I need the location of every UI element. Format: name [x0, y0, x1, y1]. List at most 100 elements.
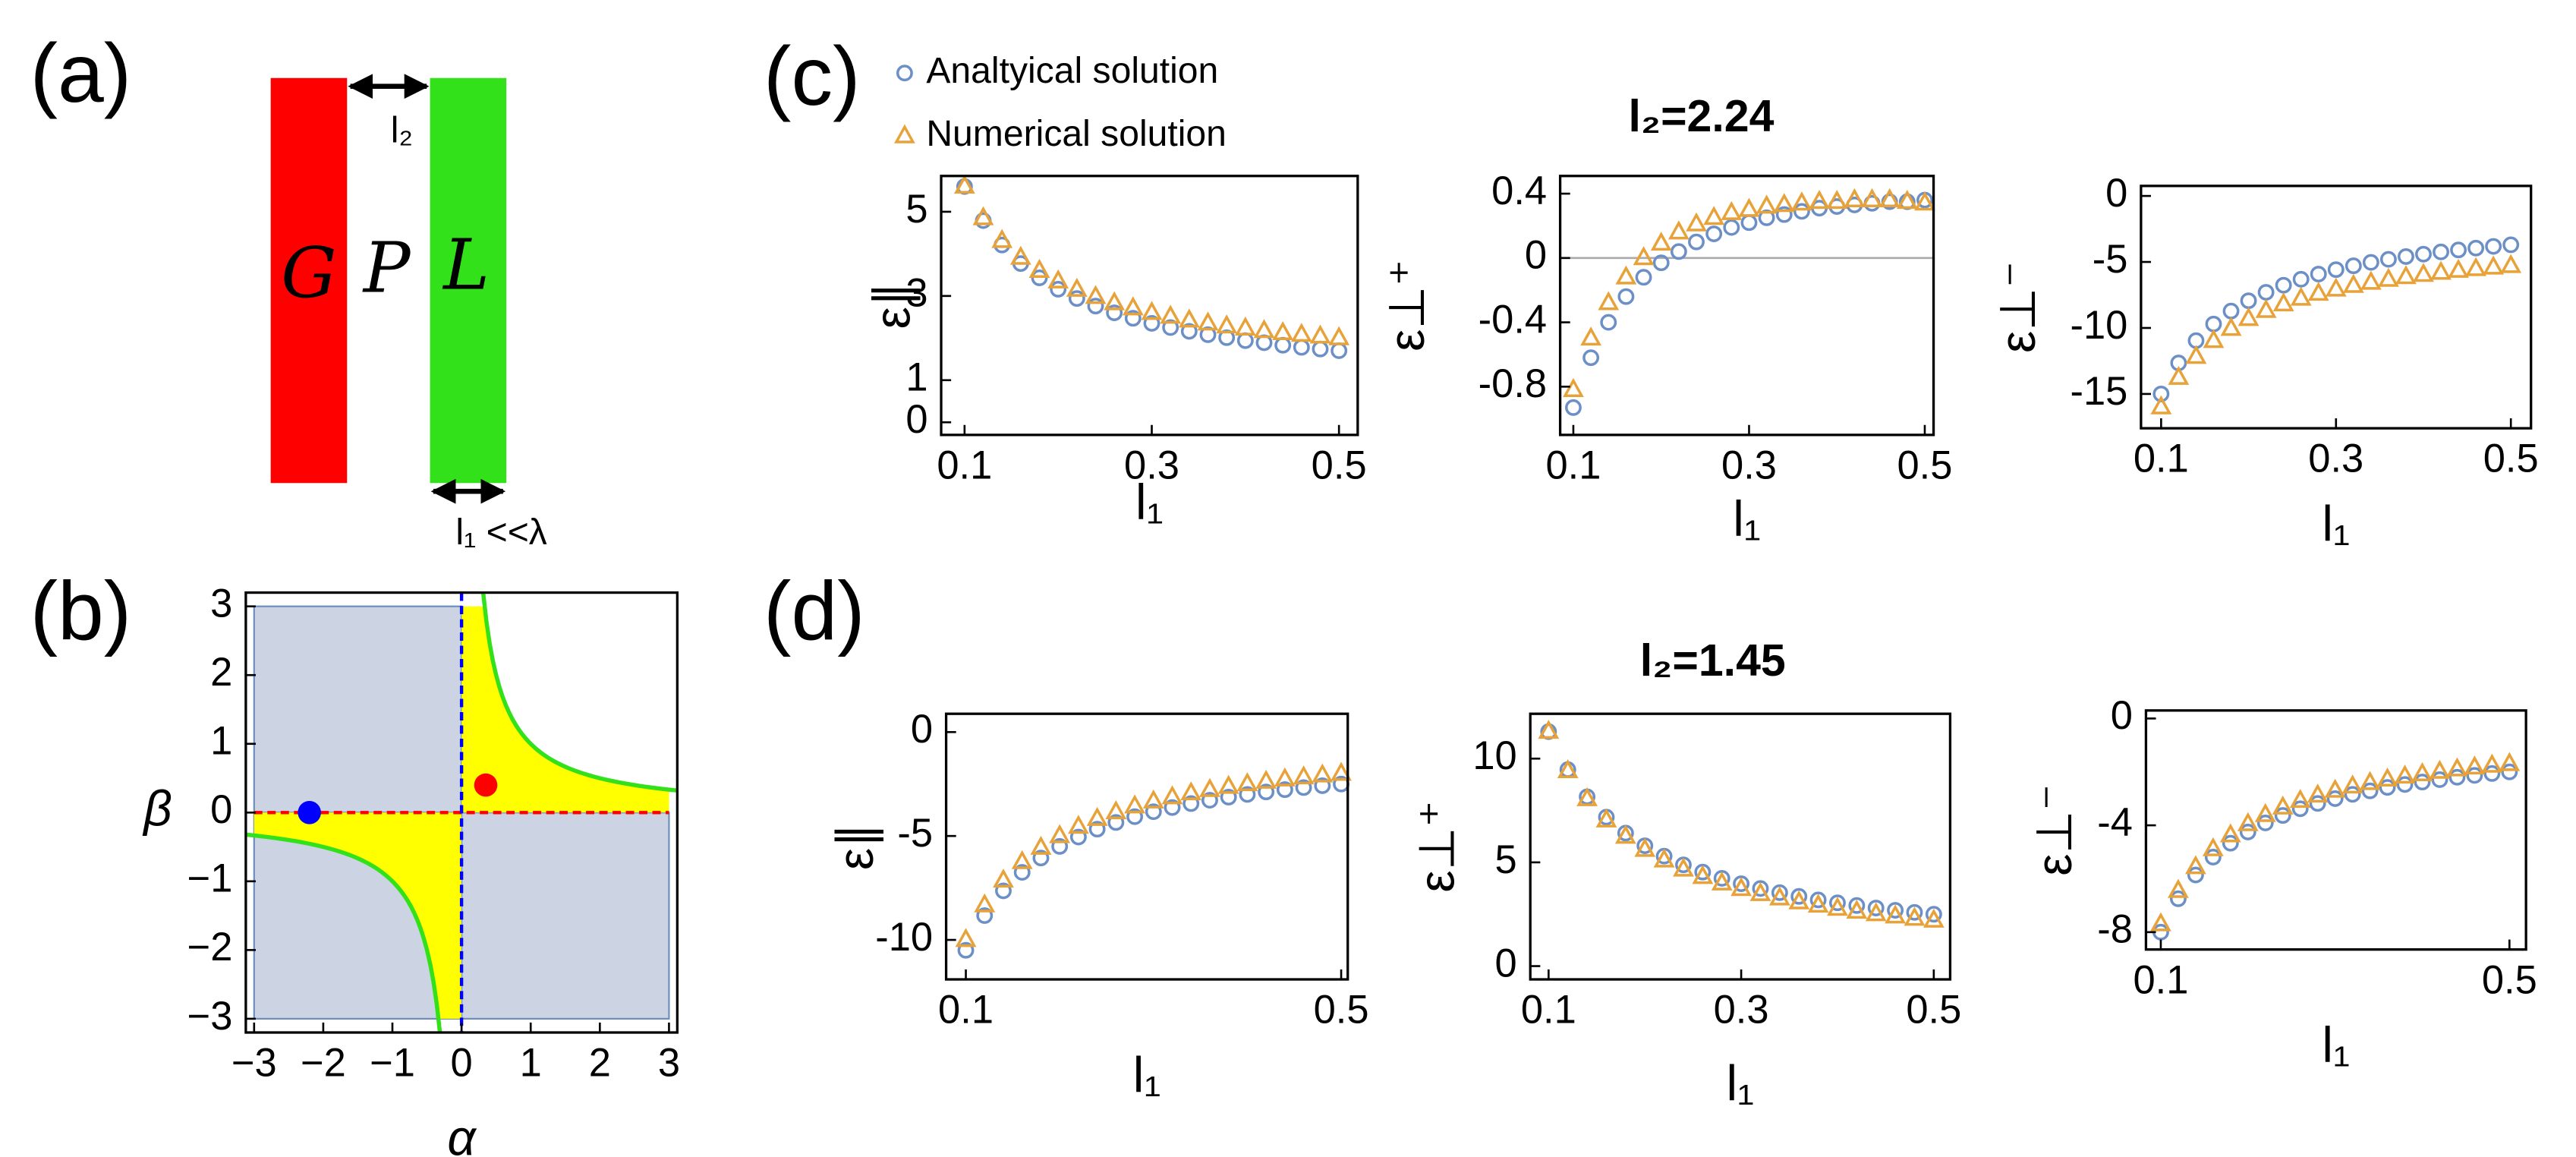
- circle-point: [1790, 887, 1808, 905]
- circle-point: [1069, 828, 1087, 846]
- circle-point: [1670, 243, 1687, 260]
- triangle-point: [2359, 771, 2381, 790]
- triangle-point: [2168, 878, 2189, 898]
- y-axis-label: ε⊥⁻: [2026, 784, 2082, 876]
- boundary-curve: [245, 832, 442, 1033]
- plot-frame: [940, 175, 1359, 437]
- circle-point: [2309, 795, 2326, 812]
- circle-point: [2433, 243, 2449, 260]
- circle-point: [1829, 894, 1846, 912]
- triangle-point: [1085, 285, 1107, 304]
- circle-point: [2502, 236, 2520, 254]
- region-yellow: [461, 606, 669, 813]
- triangle-point: [1827, 897, 1848, 916]
- triangle-point: [2481, 753, 2503, 773]
- right-slab: [430, 77, 507, 484]
- triangle-point: [1768, 886, 1790, 906]
- circle-point: [2274, 807, 2291, 824]
- circle-point: [2467, 239, 2485, 257]
- circle-point: [2240, 292, 2257, 310]
- circle-point: [1925, 906, 1942, 923]
- triangle-point: [2448, 258, 2469, 278]
- x-tick-label: 1: [520, 1042, 542, 1086]
- triangle-point: [1673, 857, 1694, 877]
- triangle-point: [1692, 865, 1714, 884]
- triangle-point: [1773, 193, 1795, 213]
- circle-point: [2362, 254, 2379, 271]
- triangle-point: [1199, 777, 1220, 797]
- triangle-point: [1580, 326, 1602, 346]
- circle-point: [1199, 326, 1217, 343]
- circle-point: [2169, 890, 2187, 907]
- circle-point: [1050, 281, 1067, 298]
- legend-label: Analtyical solution: [926, 50, 1218, 91]
- triangle-point: [2202, 837, 2224, 856]
- circle-point: [2327, 261, 2345, 279]
- triangle-point: [2203, 329, 2225, 348]
- y-tick-label: −1: [187, 857, 233, 901]
- triangle-point: [1253, 319, 1275, 339]
- triangle-point: [1885, 904, 1906, 924]
- y-axis-label: ε∥: [864, 282, 921, 329]
- circle-point: [1331, 342, 1348, 359]
- circle-point: [2310, 266, 2327, 282]
- x-axis-label: l₁: [1733, 491, 1761, 547]
- triangle-point: [1756, 194, 1778, 214]
- circle-point: [1106, 304, 1123, 321]
- triangle-point: [2220, 317, 2242, 336]
- triangle-point: [1667, 220, 1690, 240]
- point: [474, 773, 498, 797]
- circle-point: [1293, 339, 1310, 356]
- y-tick-label: 5: [905, 188, 927, 232]
- plot-frame: [2140, 184, 2533, 430]
- triangle-point: [2413, 263, 2434, 282]
- circle-point: [1143, 314, 1160, 332]
- triangle-point: [2185, 345, 2207, 364]
- triangle-point: [1686, 212, 1707, 232]
- triangle-point: [1576, 787, 1598, 806]
- y-axis-label: β: [142, 781, 172, 837]
- triangle-point: [1807, 894, 1829, 913]
- x-axis-label: l₁: [1135, 474, 1164, 530]
- triangle-point: [1309, 324, 1331, 344]
- triangle-point: [1865, 902, 1887, 922]
- triangle-point: [955, 928, 977, 947]
- y-tick-label: -15: [2071, 370, 2128, 414]
- circle-point: [1145, 803, 1162, 821]
- triangle-point: [1124, 794, 1145, 814]
- y-tick-label: 10: [1472, 734, 1516, 778]
- circle-point: [1887, 902, 1904, 919]
- circle-point: [2398, 247, 2414, 265]
- circle-point: [1906, 903, 1923, 921]
- triangle-point: [1122, 296, 1144, 316]
- circle-point: [1635, 269, 1652, 286]
- circle-point: [995, 882, 1012, 900]
- triangle-point: [1047, 269, 1069, 288]
- triangle-point: [2360, 270, 2382, 290]
- circle-point: [2414, 774, 2431, 791]
- circle-point: [1068, 290, 1085, 307]
- plot-frame: [944, 712, 1349, 981]
- circle-point: [2450, 241, 2467, 259]
- circle-point: [1314, 777, 1331, 794]
- y-tick-label: 3: [210, 582, 232, 626]
- circle-point: [1032, 850, 1050, 867]
- triangle-point: [1615, 265, 1637, 285]
- circle-point: [1013, 864, 1031, 881]
- circle-point: [1705, 225, 1723, 242]
- triangle-point: [1538, 720, 1560, 739]
- circle-point: [2222, 834, 2239, 852]
- legend-swatch: [894, 124, 915, 143]
- triangle-point: [1563, 377, 1584, 397]
- circle-point: [1848, 897, 1866, 914]
- circle-point: [1239, 786, 1256, 803]
- circle-point: [2152, 385, 2170, 402]
- panel-label: (c): [764, 30, 860, 123]
- panel-label: (a): [30, 27, 132, 120]
- triangle-point: [2465, 257, 2487, 276]
- triangle-point: [1896, 190, 1918, 210]
- triangle-point: [2150, 912, 2171, 932]
- triangle-point: [1274, 767, 1296, 787]
- width-label: l₁ <<λ: [455, 512, 547, 553]
- plot-frame: [1558, 175, 1935, 437]
